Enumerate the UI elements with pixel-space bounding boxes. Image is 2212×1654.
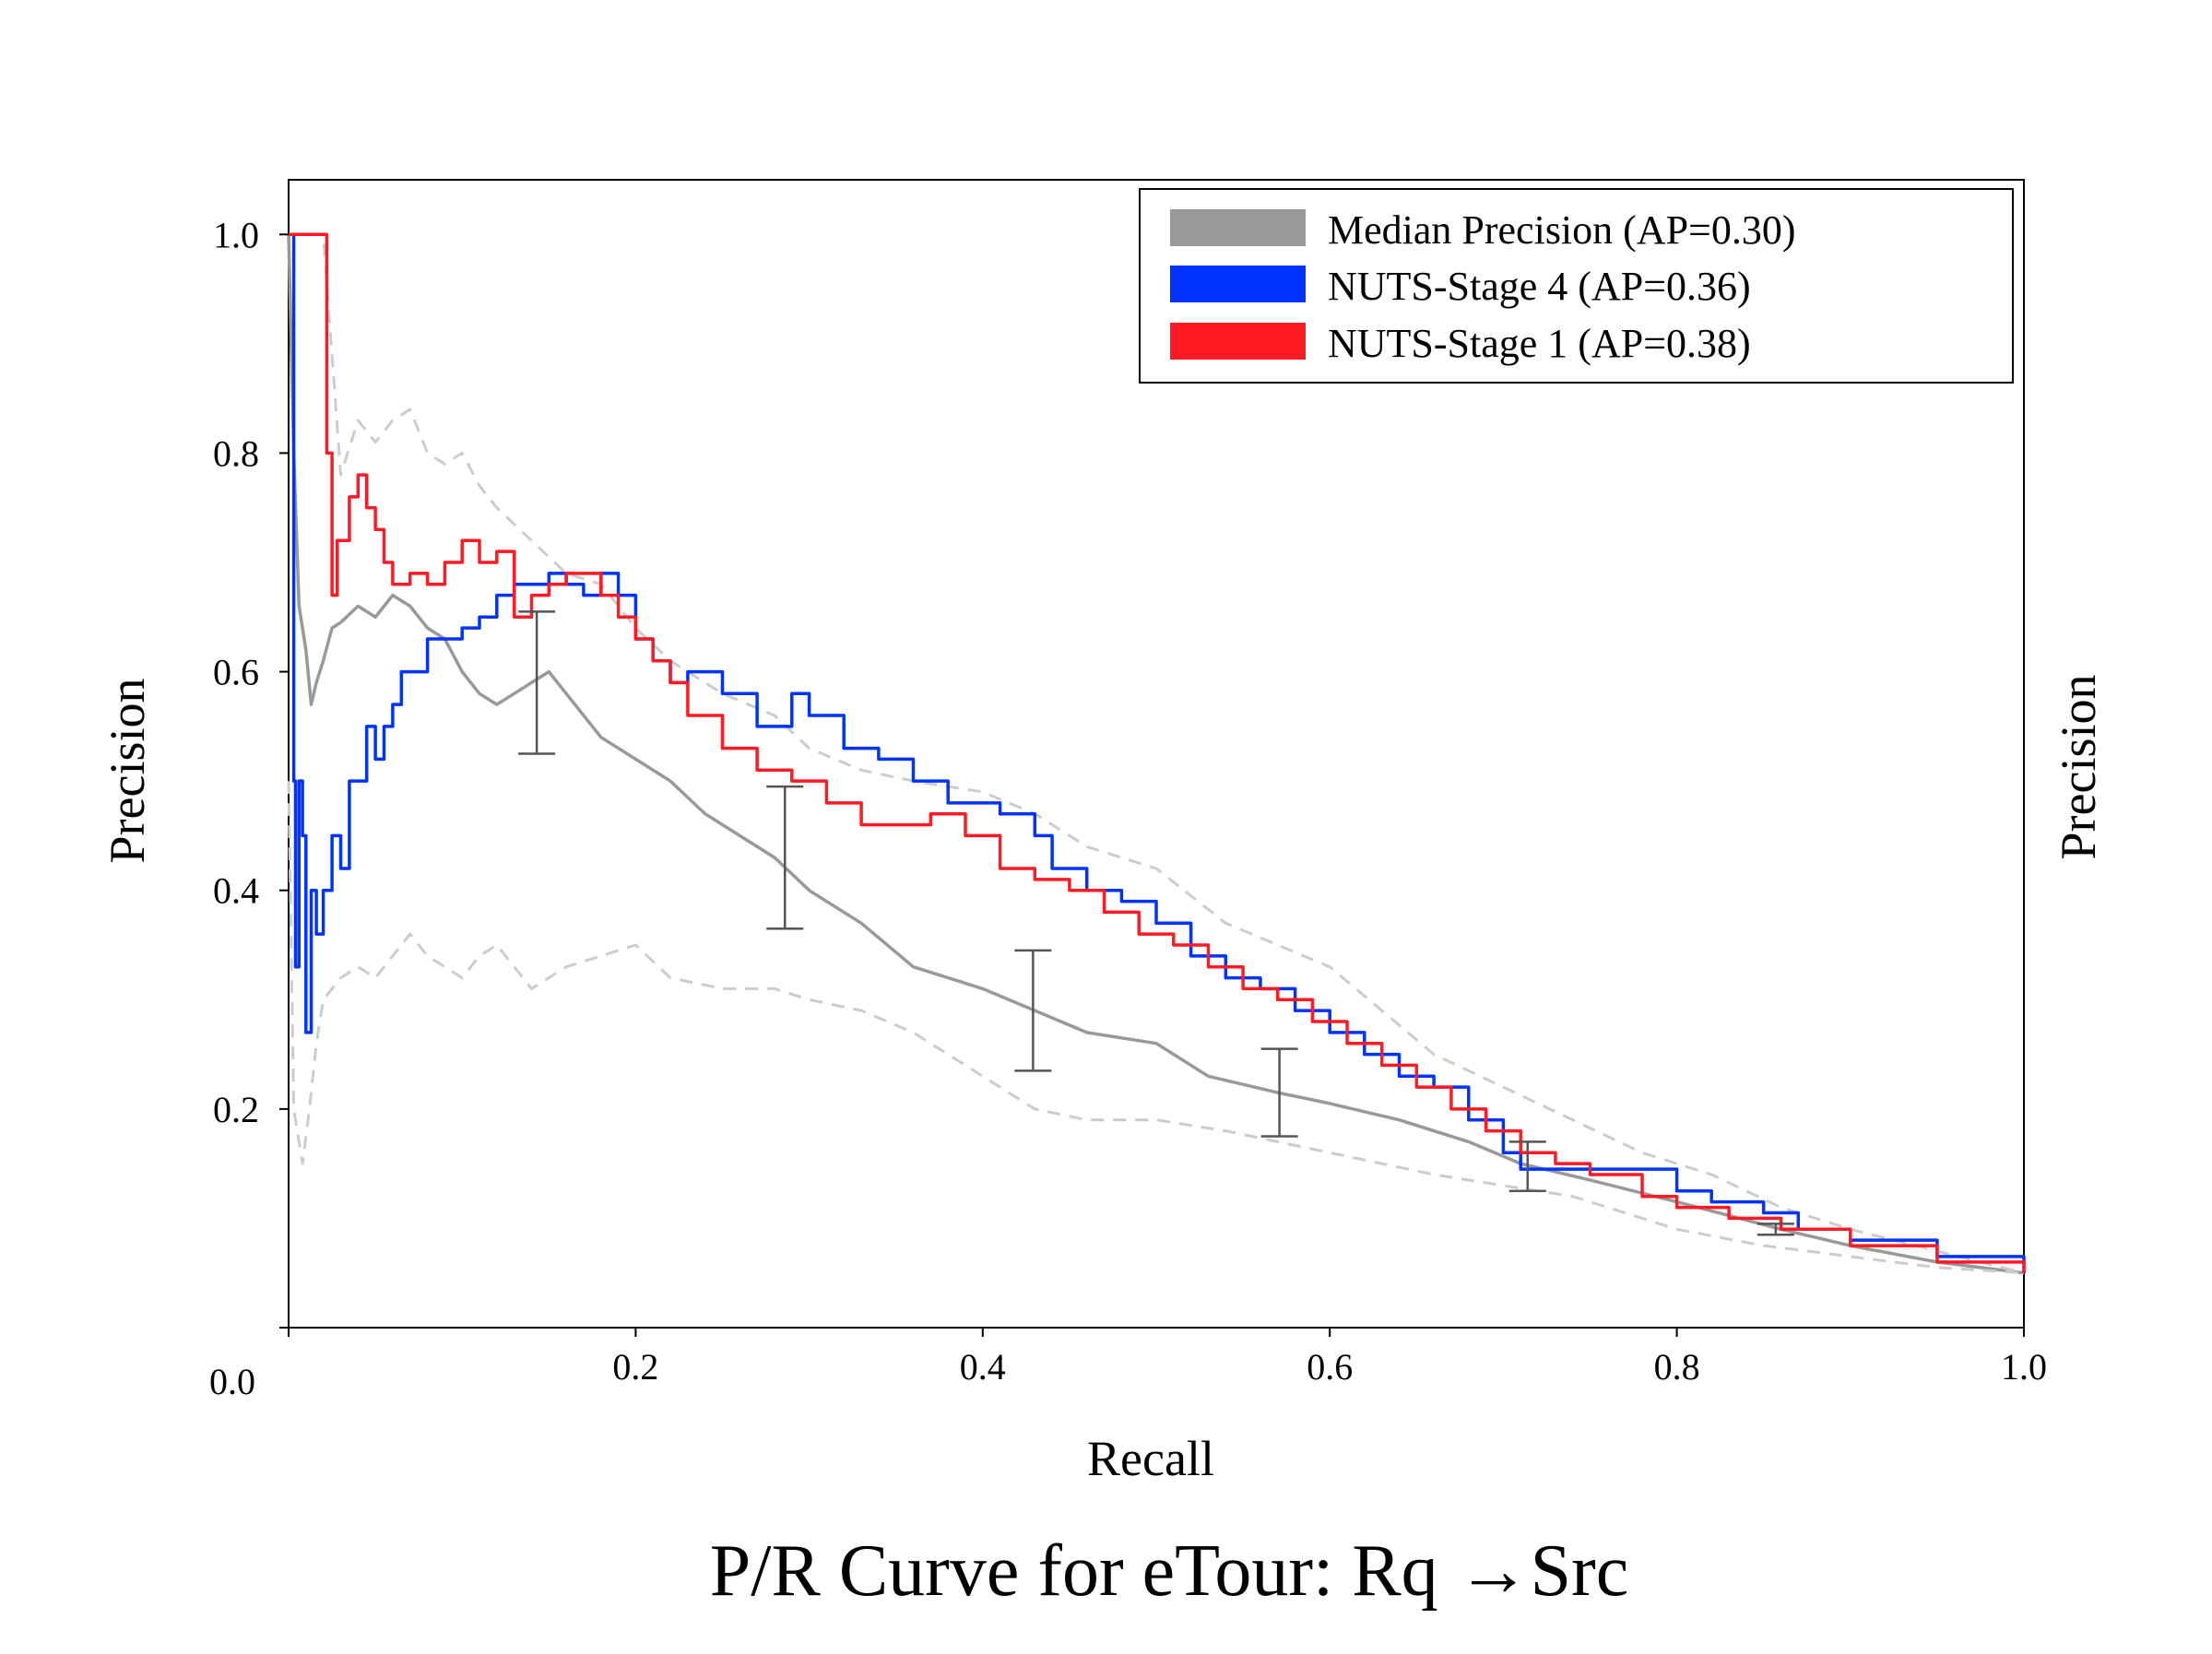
error-bar-3 <box>1260 1047 1298 1138</box>
legend-label-median: Median Precision (AP=0.30) <box>1328 207 1796 253</box>
x-tick-label: 0.2 <box>612 1346 658 1388</box>
legend-swatch-stage1 <box>1170 323 1306 360</box>
y-axis-title-right: Precision <box>2051 675 2106 860</box>
error-bar-layer <box>518 610 1794 1236</box>
y-tick-label: 0.4 <box>213 870 259 912</box>
x-axis-title: Recall <box>1087 1431 1214 1486</box>
x-tick-label: 0.8 <box>1654 1346 1700 1388</box>
y-tick-label: 0.2 <box>213 1089 259 1130</box>
chart-title: P/R Curve for eTour: Rq →Src <box>710 1530 1629 1612</box>
quartile-band-line-2 <box>289 232 2025 1275</box>
plot-area-frame <box>288 179 2025 1329</box>
error-bar-1 <box>766 785 804 930</box>
x-tick-label: 0.4 <box>960 1346 1006 1388</box>
legend-label-stage4: NUTS-Stage 4 (AP=0.36) <box>1328 264 1751 309</box>
error-bar-2 <box>1014 949 1052 1072</box>
y-tick-label: 0.6 <box>213 652 259 693</box>
y-tick-label: 1.0 <box>213 214 259 255</box>
legend-swatch-stage4 <box>1170 266 1306 302</box>
x-tick-label: 0.6 <box>1307 1346 1353 1388</box>
error-bar-0 <box>518 610 556 755</box>
series-line-4 <box>289 232 2026 1273</box>
error-bar-4 <box>1508 1140 1546 1193</box>
series-line-0 <box>287 234 2025 1275</box>
legend: Median Precision (AP=0.30) NUTS-Stage 4 … <box>1139 188 2014 384</box>
origin-tick-label: 0.0 <box>209 1361 255 1402</box>
error-bar-5 <box>1757 1223 1794 1236</box>
quartile-band-line-1 <box>287 781 2025 1275</box>
y-axis-title: Precision <box>100 679 155 864</box>
legend-swatch-median <box>1170 209 1306 246</box>
x-tick-label: 1.0 <box>2001 1346 2047 1388</box>
tick-layer: 0.2 0.4 0.6 0.8 1.0 0.2 0.4 0.6 0.8 1.0 <box>213 214 2047 1388</box>
series-layer <box>287 232 2026 1275</box>
y-tick-label: 0.8 <box>213 432 259 474</box>
legend-label-stage1: NUTS-Stage 1 (AP=0.38) <box>1328 321 1751 366</box>
